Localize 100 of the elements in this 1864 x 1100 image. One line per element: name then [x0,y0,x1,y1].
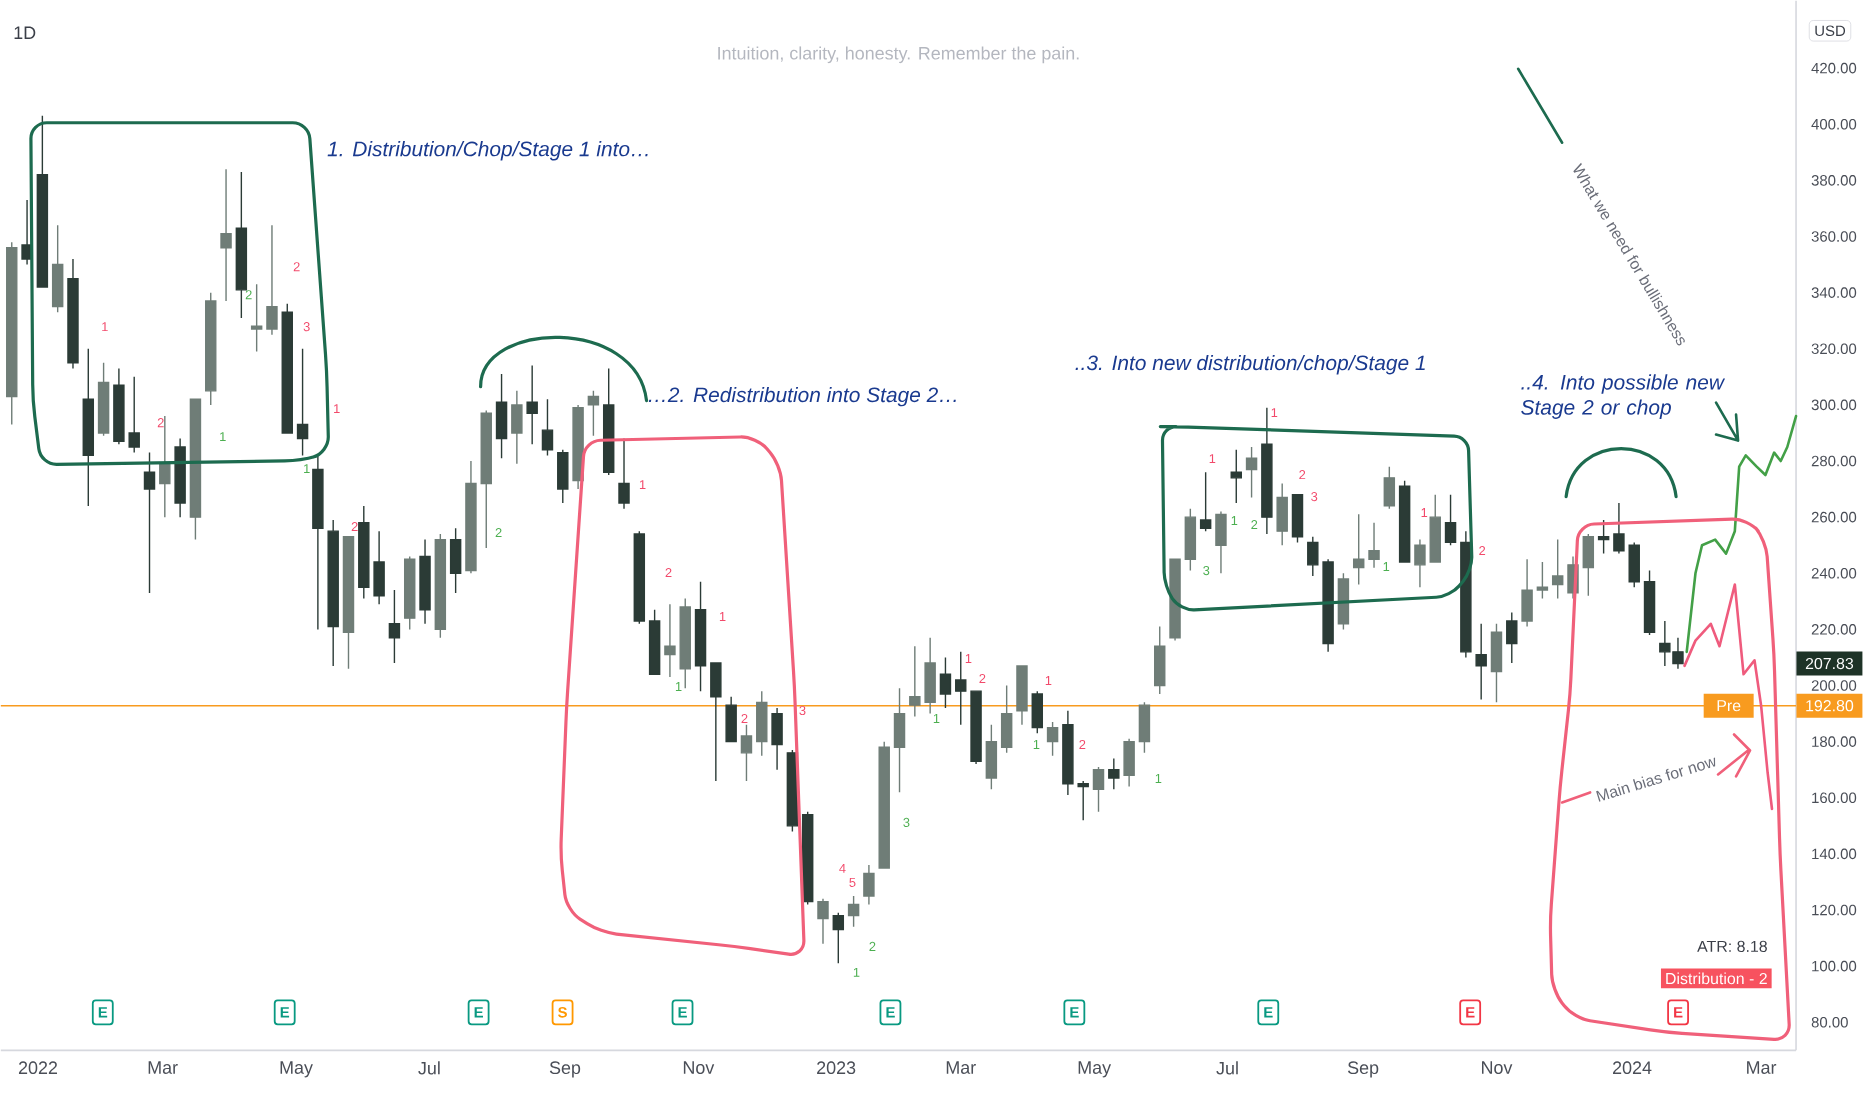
candlestick [1138,701,1151,754]
candlestick [189,398,202,541]
candlestick [801,810,814,905]
candlestick [51,224,64,313]
candlestick [1490,622,1503,703]
x-tick-label: 2024 [1613,1061,1652,1074]
text: 1D [14,26,36,39]
candlestick [511,390,523,465]
candlestick [1184,507,1197,571]
x-tick-label: Sep [549,1061,581,1078]
candlestick [1460,530,1472,658]
x-tick-label: Jul [418,1061,440,1075]
candlestick [648,608,661,675]
x-tick-label: Mar [148,1061,178,1074]
x-tick-label: 2023 [817,1061,856,1074]
x-tick-label: May [1078,1061,1112,1078]
line-series [1683,583,1774,811]
candlestick [893,687,906,793]
candlestick [679,597,691,689]
candlestick [817,897,829,945]
candlestick [327,519,339,667]
candlestick [1398,479,1411,563]
candlestick [1215,510,1227,574]
x-tick-label: Nov [1482,1061,1513,1074]
candlestick [434,533,447,639]
candlestick [1108,757,1120,790]
candlestick [449,527,462,594]
candlestick [36,114,49,288]
candlestick [1506,611,1518,664]
candlestick [1582,533,1595,597]
candlestick [1429,493,1441,563]
candlestick [1414,538,1426,588]
candlestick [587,390,600,437]
candlestick [1643,569,1656,636]
candlestick [67,258,79,369]
candlestick [266,224,278,336]
candlestick [1383,465,1396,510]
candlestick [633,530,646,625]
candlestick [1169,558,1181,642]
candlestick [572,404,584,490]
candlestick [878,740,890,869]
candlestick [863,864,875,905]
x-tick-label: Mar [946,1061,976,1074]
annotation: ..3. Into new distribution/chop/Stage 1 [1075,354,1425,375]
x-tick-label: Nov [683,1061,715,1074]
candlestick [664,603,676,678]
x-tick-label: May [280,1061,313,1078]
candlestick [388,589,401,664]
candlestick [6,241,18,426]
candlestick [694,580,707,692]
annotation: 1. Distribution/Chop/Stage 1 into… [327,140,648,161]
candlestick [1368,521,1380,569]
candlestick [82,347,95,507]
candlestick [312,454,324,630]
annotation: ..4. Into possible new Stage 2 or chop [1521,374,1726,419]
text: Intuition, clarity, honesty. Remember the pain. [718,46,1079,63]
candlestick [740,723,753,782]
x-tick-label: 2022 [18,1061,58,1074]
x-tick-label: Sep [1347,1061,1379,1078]
candlestick [281,303,293,434]
candlestick [985,723,998,790]
candlestick [1031,690,1044,734]
candlestick [342,535,355,670]
candlestick [1291,493,1304,543]
candlestick [1521,558,1533,628]
candlestick [159,415,171,518]
candlestick [480,409,492,549]
candlestick [771,707,783,771]
candlestick [1000,684,1013,754]
candlestick [465,460,477,574]
line-series [1685,414,1798,653]
candlestick [404,555,416,630]
x-tick-label: Mar [1747,1061,1777,1074]
candlestick [1444,493,1457,546]
candlestick [1261,406,1273,535]
candlestick [602,367,615,476]
candlestick [970,690,982,765]
candlestick [1154,625,1166,695]
candlestick [710,662,722,782]
candlestick [235,171,248,319]
candlestick [541,398,554,456]
candlestick [97,361,110,437]
candlestick [1276,482,1288,546]
candlestick [1046,721,1059,757]
candlestick [557,448,569,504]
candlestick [1092,766,1105,813]
candlestick [618,437,630,510]
x-tick-label: Jul [1216,1061,1238,1075]
annotation: …2. Redistribution into Stage 2… [648,386,956,407]
candlestick [419,538,431,625]
candlestick [174,437,186,518]
candlestick [1123,737,1135,788]
candlestick [1016,665,1028,726]
candlestick [220,168,232,302]
candlestick [495,373,508,459]
candlestick [939,656,952,709]
candlestick [1475,622,1487,701]
candlestick [725,695,737,743]
candlestick [526,364,538,445]
candlestick [205,291,217,406]
